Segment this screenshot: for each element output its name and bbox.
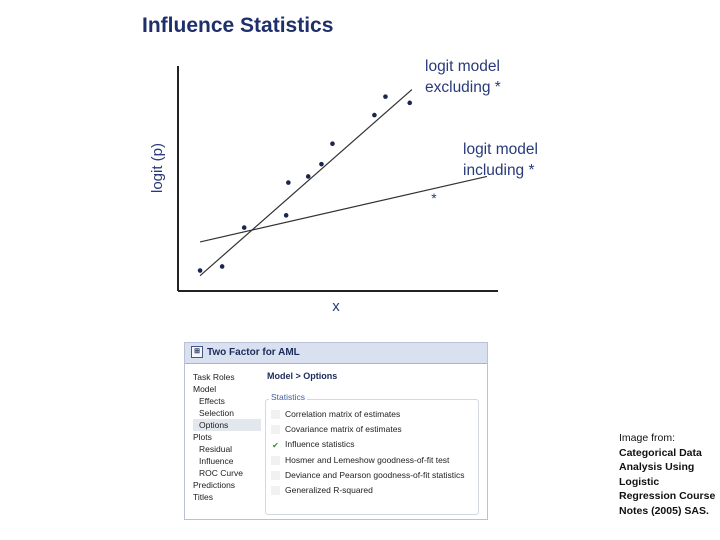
two-factor-dialog: ⊞ Two Factor for AML Task Roles Model Effec…	[184, 342, 488, 520]
data-point-1	[197, 268, 203, 273]
tree-item-selection[interactable]: Selection	[199, 408, 234, 418]
data-point-5	[286, 180, 291, 185]
tree-item-residual[interactable]: Residual	[199, 444, 233, 454]
tree-item-predictions[interactable]: Predictions	[193, 480, 236, 490]
data-point-4	[283, 213, 289, 218]
option-label: Hosmer and Lemeshow goodness-of-fit test	[285, 454, 450, 465]
tree-item-titles[interactable]: Titles	[193, 492, 213, 502]
checkbox-icon[interactable]	[271, 471, 280, 481]
checkbox-icon[interactable]	[271, 410, 280, 420]
statistics-option[interactable]: Hosmer and Lemeshow goodness-of-fit test	[271, 455, 449, 465]
fit-line-1-label-line1: logit model	[425, 58, 500, 75]
statistics-option[interactable]: Correlation matrix of estimates	[271, 409, 401, 420]
fit-line-2-label-line1: logit model	[463, 141, 538, 158]
fit-line-2-label-line2: including *	[463, 162, 535, 179]
task-tree: Task Roles Model Effects Selection Options Pl…	[193, 371, 261, 503]
data-point-3	[241, 225, 247, 230]
statistics-option[interactable]: Covariance matrix of estimates	[271, 424, 402, 435]
option-label: Deviance and Pearson goodness-of-fit sta…	[285, 469, 465, 480]
tree-item-model[interactable]: Model	[193, 384, 217, 394]
dialog-titlebar: ⊞ Two Factor for AML	[185, 343, 487, 364]
tree-item-effects[interactable]: Effects	[199, 396, 225, 406]
statistics-group-label: Statistics	[269, 392, 308, 402]
data-point-10	[383, 94, 388, 99]
tree-item-influence[interactable]: Influence	[199, 456, 234, 466]
statistics-group	[265, 399, 479, 515]
data-point-2	[219, 264, 225, 269]
option-label: Covariance matrix of estimates	[285, 424, 402, 435]
influence-scatter-chart: x logit (p) logit model excluding * logit mo…	[149, 58, 538, 315]
data-point-7	[319, 161, 324, 167]
option-label: Influence statistics	[285, 439, 355, 450]
x-axis-label: x	[332, 298, 340, 315]
data-point-8	[330, 141, 335, 147]
options-panel: Model > Options Statistics Correlation m…	[261, 365, 483, 519]
data-point-9	[372, 112, 377, 118]
option-label: Generalized R-squared	[285, 485, 373, 495]
tree-item-plots[interactable]: Plots	[193, 432, 212, 442]
fit-line-2	[199, 175, 488, 243]
credit-prefix: Image from:	[619, 432, 676, 444]
panel-heading: Model > Options	[267, 371, 338, 381]
tree-item-options[interactable]: Options	[193, 419, 261, 431]
credit-source: Categorical Data Analysis Using Logistic…	[619, 446, 716, 517]
fit-line-1	[199, 89, 413, 277]
tree-item-task-roles[interactable]: Task Roles	[193, 372, 235, 382]
statistics-option[interactable]: Generalized R-squared	[271, 485, 373, 496]
statistics-option[interactable]: Deviance and Pearson goodness-of-fit sta…	[271, 469, 465, 481]
dialog-title: Two Factor for AML	[207, 347, 300, 358]
checkbox-icon[interactable]	[271, 486, 280, 496]
checkmark-icon[interactable]: ✔	[272, 440, 279, 450]
checkbox-icon[interactable]	[271, 455, 280, 465]
tree-item-roc-curve[interactable]: ROC Curve	[199, 468, 243, 478]
data-point-6	[305, 174, 311, 179]
option-label: Correlation matrix of estimates	[285, 409, 401, 419]
app-icon: ⊞	[191, 346, 203, 359]
checkbox-icon[interactable]	[271, 425, 280, 435]
page-title: Influence Statistics	[142, 14, 334, 37]
fit-line-1-label-line2: excluding *	[425, 79, 501, 96]
influential-point-marker: *	[431, 190, 437, 206]
data-point-11	[407, 100, 413, 106]
image-credit: Image from: Categorical Data Analysis Us…	[619, 431, 717, 518]
statistics-option[interactable]: ✔ Influence statistics	[271, 439, 354, 449]
y-axis-label: logit (p)	[149, 143, 166, 193]
